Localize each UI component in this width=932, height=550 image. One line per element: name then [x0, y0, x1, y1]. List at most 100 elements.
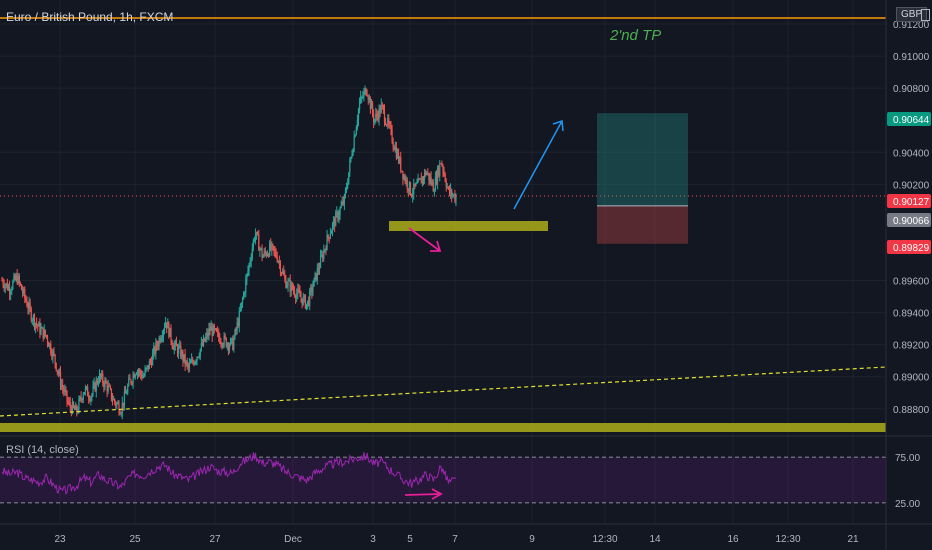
settings-box-icon[interactable]	[921, 9, 930, 21]
candle-body	[321, 254, 323, 256]
candle-body	[32, 315, 35, 321]
candle-body	[100, 373, 102, 378]
candle-body	[373, 113, 375, 123]
y-tick-label: 0.89000	[893, 373, 930, 384]
x-tick-label: 7	[452, 534, 458, 545]
candle-body	[308, 300, 310, 306]
candle-body	[278, 261, 280, 263]
candle-body	[155, 342, 157, 354]
blue-arrow-shaft	[513, 120, 563, 210]
candle-body	[202, 338, 205, 346]
candle-body	[381, 104, 383, 106]
candle-body	[58, 371, 61, 374]
candle-body	[13, 275, 15, 282]
candle-body	[53, 351, 55, 355]
candle-body	[302, 296, 304, 305]
candle-body	[121, 402, 123, 414]
candle-body	[299, 291, 301, 297]
candle-body	[277, 261, 279, 263]
candle-body	[158, 337, 160, 347]
candle-body	[176, 346, 179, 355]
y-tick-label: 0.90200	[893, 180, 930, 191]
candle-body	[141, 374, 143, 379]
candle-body	[341, 201, 343, 206]
candle-body	[441, 163, 443, 166]
candle-body	[272, 244, 274, 247]
candle-body	[332, 219, 335, 224]
candle-body	[140, 370, 142, 375]
candle-body	[382, 105, 385, 110]
candle-body	[163, 327, 166, 331]
candle-body	[30, 308, 32, 321]
candle-body	[41, 327, 43, 329]
candle-body	[34, 323, 37, 327]
candle-body	[248, 263, 250, 271]
candle-body	[31, 320, 33, 322]
candle-body	[26, 301, 28, 307]
candle-body	[347, 183, 349, 188]
candle-body	[440, 163, 442, 165]
x-tick-label: 14	[649, 534, 661, 545]
candle-body	[45, 335, 48, 337]
candle-body	[311, 287, 313, 293]
candle-body	[201, 342, 204, 346]
candle-body	[150, 361, 153, 366]
candle-body	[234, 329, 236, 339]
candle-body	[174, 341, 176, 346]
candle-body	[194, 361, 196, 365]
candle-body	[449, 189, 452, 194]
x-tick-label: 23	[54, 534, 66, 545]
candle-body	[209, 328, 211, 331]
candle-body	[303, 295, 305, 297]
candle-body	[237, 322, 239, 327]
candle-body	[269, 242, 271, 257]
candle-body	[423, 171, 426, 180]
candle-body	[108, 385, 110, 387]
candle-body	[168, 322, 170, 337]
candle-body	[214, 328, 217, 330]
candle-body	[325, 248, 327, 250]
candle-body	[18, 275, 20, 283]
candle-body	[117, 403, 119, 405]
candle-body	[186, 361, 188, 365]
candle-body	[173, 345, 175, 350]
candle-body	[55, 362, 57, 371]
candle-body	[102, 373, 104, 384]
candle-body	[81, 398, 83, 400]
candle-body	[420, 178, 422, 184]
candle-body	[27, 306, 29, 309]
candle-body	[356, 120, 358, 128]
candle-body	[433, 191, 435, 193]
candle-body	[260, 248, 262, 250]
candle-body	[273, 246, 275, 251]
candle-body	[266, 254, 269, 256]
candle-body	[95, 380, 97, 392]
candle-body	[354, 135, 356, 137]
candle-body	[316, 268, 318, 281]
candle-body	[154, 347, 156, 354]
currency-label[interactable]: GBP	[896, 7, 928, 22]
candle-body	[306, 300, 309, 304]
candle-body	[393, 146, 395, 151]
candle-body	[73, 407, 76, 411]
candle-body	[210, 326, 212, 331]
candle-body	[85, 386, 88, 388]
candle-body	[166, 322, 168, 329]
candle-body	[51, 353, 53, 358]
candle-body	[44, 329, 46, 336]
rsi-label: RSI (14, close)	[6, 444, 79, 456]
candle-body	[11, 289, 13, 292]
candle-body	[329, 233, 331, 239]
candle-body	[196, 356, 198, 361]
candle-body	[386, 124, 388, 126]
candle-body	[75, 405, 77, 411]
candle-body	[123, 391, 126, 406]
candle-body	[56, 370, 58, 372]
candle-body	[131, 382, 133, 384]
candle-body	[407, 188, 409, 192]
candle-body	[134, 374, 136, 378]
candle-body	[91, 394, 93, 398]
candle-body	[3, 284, 5, 289]
